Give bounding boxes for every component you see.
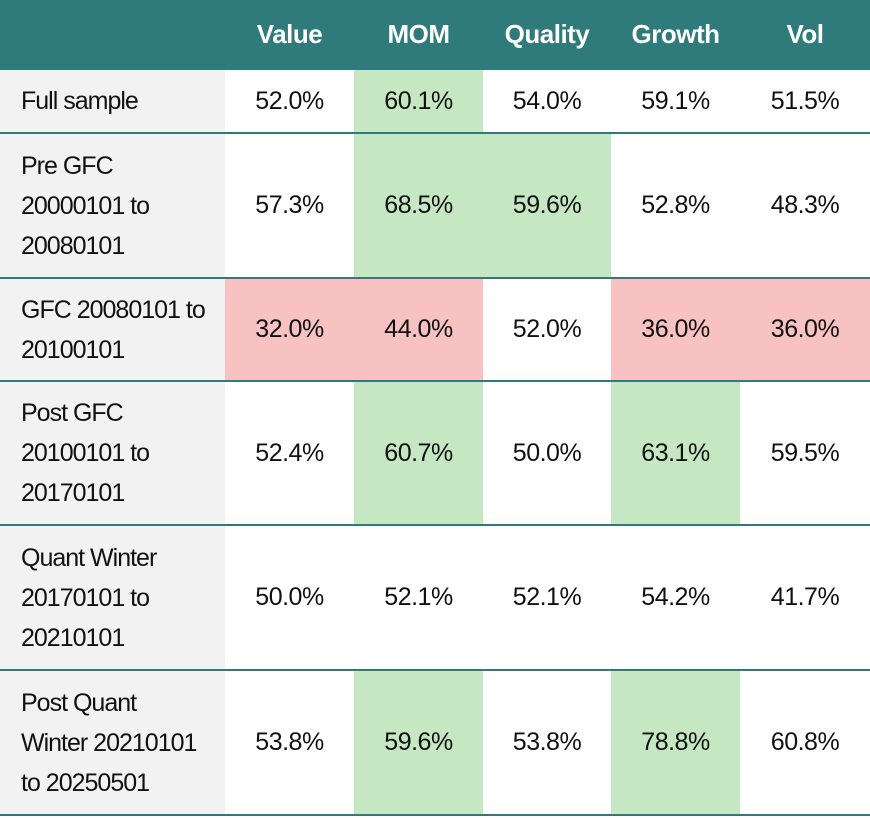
- value-cell: 52.1%: [483, 524, 611, 670]
- value-cell: 60.7%: [354, 380, 483, 525]
- header-cell: MOM: [387, 18, 450, 49]
- value-cell: 32.0%: [225, 277, 354, 381]
- value-cell: 52.0%: [483, 277, 611, 381]
- value-cell: 51.5%: [740, 68, 870, 133]
- header-cell: Growth: [631, 18, 721, 49]
- table-row: GFC 20080101 to 20100101 32.0% 44.0% 52.0% 3…: [0, 277, 870, 381]
- value-cell: 53.8%: [483, 669, 611, 816]
- header-cell: Quality: [504, 18, 590, 49]
- header-cell: Vol: [786, 18, 824, 49]
- value-cell: 36.0%: [740, 277, 870, 381]
- value-cell: 52.1%: [354, 524, 483, 670]
- row-label: GFC 20080101 to 20100101: [0, 277, 225, 381]
- value-cell: 59.6%: [354, 669, 483, 816]
- table-row: Full sample 52.0% 60.1% 54.0% 59.1% 51.5%: [0, 68, 870, 133]
- header-row: Value MOM Quality Growth Vol: [0, 0, 870, 69]
- value-cell: 59.5%: [740, 380, 870, 525]
- value-cell: 59.1%: [611, 68, 740, 133]
- header-cell: [0, 0, 225, 69]
- table-row: Quant Winter 20170101 to 20210101 50.0% 52…: [0, 524, 870, 670]
- row-label: Post Quant Winter 20210101 to 20250501: [0, 669, 225, 816]
- row-label: Pre GFC 20000101 to 20080101: [0, 132, 225, 278]
- value-cell: 41.7%: [740, 524, 870, 670]
- row-label: Post GFC 20100101 to 20170101: [0, 380, 225, 525]
- row-label: Quant Winter 20170101 to 20210101: [0, 524, 225, 670]
- value-cell: 60.1%: [354, 68, 483, 133]
- value-cell: 50.0%: [225, 524, 354, 670]
- table-row: Pre GFC 20000101 to 20080101 57.3% 68.5% 59…: [0, 132, 870, 278]
- value-cell: 78.8%: [611, 669, 740, 816]
- value-cell: 63.1%: [611, 380, 740, 525]
- header-cell: Value: [256, 18, 323, 49]
- value-cell: 48.3%: [740, 132, 870, 278]
- value-cell: 52.0%: [225, 68, 354, 133]
- value-cell: 60.8%: [740, 669, 870, 816]
- value-cell: 54.2%: [611, 524, 740, 670]
- value-cell: 50.0%: [483, 380, 611, 525]
- value-cell: 57.3%: [225, 132, 354, 278]
- value-cell: 68.5%: [354, 132, 483, 278]
- value-cell: 53.8%: [225, 669, 354, 816]
- value-cell: 59.6%: [483, 132, 611, 278]
- table-row: Post GFC 20100101 to 20170101 52.4% 60.7% 5…: [0, 380, 870, 525]
- row-label: Full sample: [0, 68, 225, 133]
- table-row: Post Quant Winter 20210101 to 20250501 53…: [0, 669, 870, 816]
- value-cell: 44.0%: [354, 277, 483, 381]
- value-cell: 54.0%: [483, 68, 611, 133]
- value-cell: 52.4%: [225, 380, 354, 525]
- value-cell: 36.0%: [611, 277, 740, 381]
- value-cell: 52.8%: [611, 132, 740, 278]
